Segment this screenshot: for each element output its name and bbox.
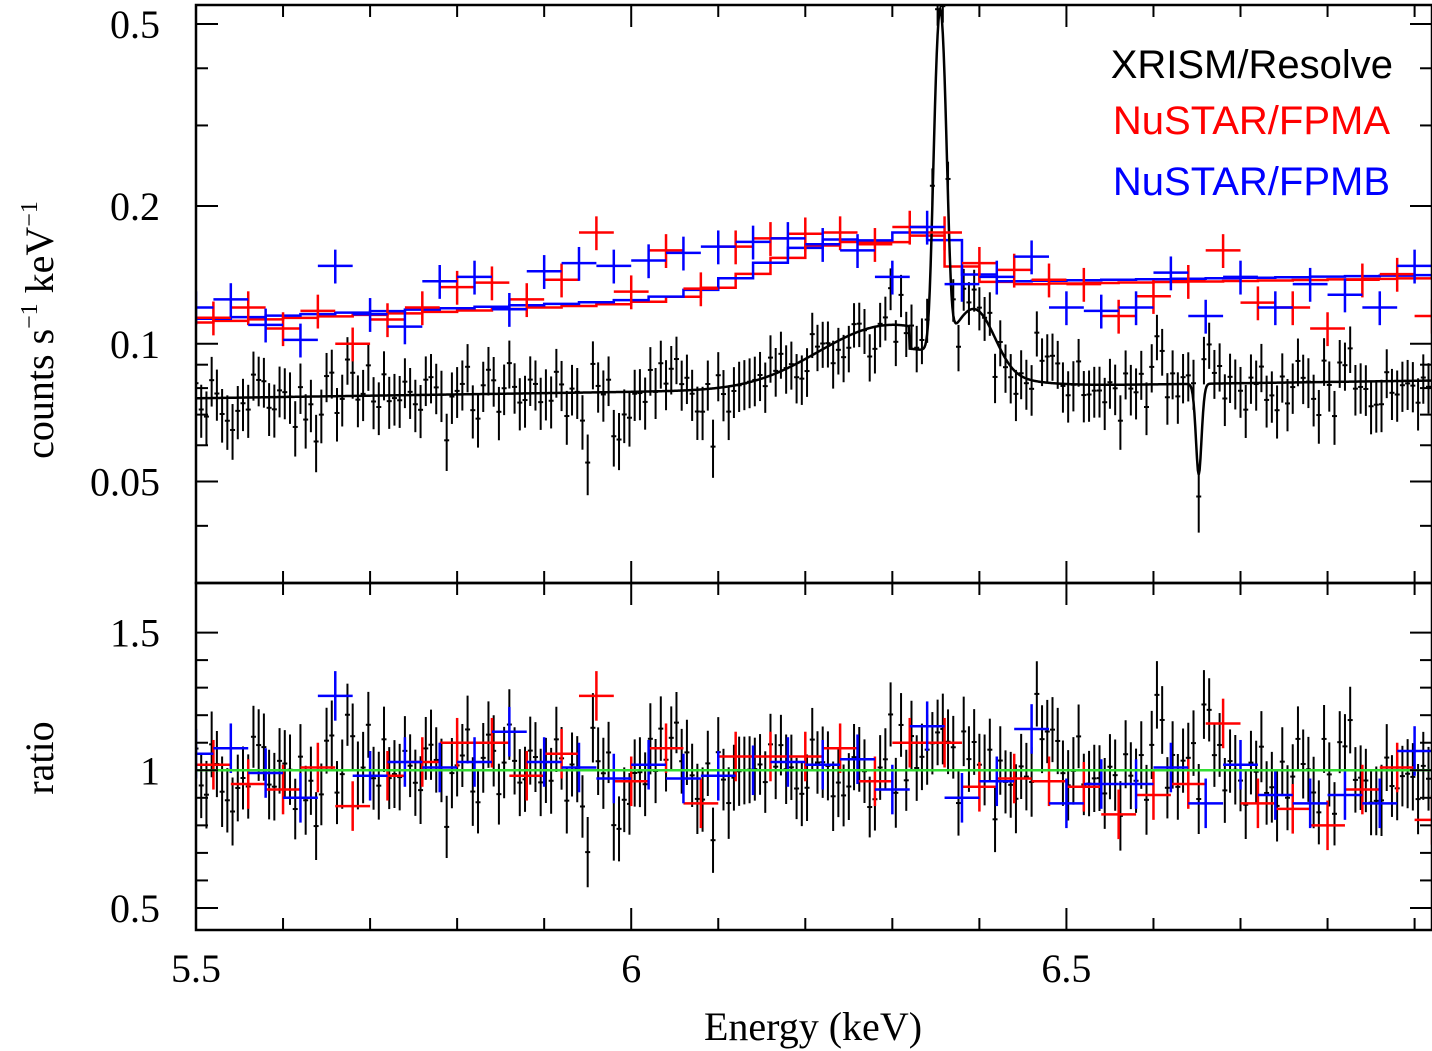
ratio-y-tick-labels: 0.5 1 1.5 xyxy=(110,611,160,931)
fpma-ratio-points xyxy=(196,671,1432,851)
xrism-model-path xyxy=(196,5,1432,475)
spectrum-panel-frame xyxy=(194,3,1432,585)
ratio-panel: 0.5 1 1.5 5.5 6 6.5 ratio Energy (keV) xyxy=(17,581,1432,1049)
spectrum-y-axis-title: counts s−1 keV−1 xyxy=(17,201,62,459)
legend-entry-fpmb: NuSTAR/FPMB xyxy=(1113,160,1390,204)
legend-entry-fpma: NuSTAR/FPMA xyxy=(1113,99,1390,143)
xrism-ratio-points xyxy=(196,661,1432,888)
spectrum-panel: 0.050.10.20.5 counts s−1 keV−1 XRISM/Res… xyxy=(17,2,1432,585)
ylabel-part-2: −1 xyxy=(17,303,43,329)
ylabel-part-4: −1 xyxy=(17,201,43,227)
y-tick-label: 1.5 xyxy=(110,611,160,656)
y-tick-label: 0.2 xyxy=(110,184,160,229)
y-tick-label: 0.1 xyxy=(110,322,160,367)
spectrum-y-tick-labels: 0.05 0.1 0.2 0.5 xyxy=(90,2,160,505)
fpmb-ratio-points xyxy=(196,671,1432,829)
y-tick-label: 0.05 xyxy=(90,459,160,504)
ratio-axis-ticks xyxy=(195,583,1432,930)
legend: XRISM/Resolve NuSTAR/FPMA NuSTAR/FPMB xyxy=(1111,43,1393,204)
x-tick-label: 5.5 xyxy=(171,946,221,991)
x-tick-labels: 5.5 6 6.5 xyxy=(171,946,1091,991)
y-tick-label: 1 xyxy=(140,748,160,793)
ratio-y-axis-title: ratio xyxy=(17,721,62,794)
ratio-panel-frame xyxy=(194,581,1432,932)
ylabel-part-3: keV xyxy=(17,227,62,304)
x-tick-label: 6.5 xyxy=(1041,946,1091,991)
y-tick-label: 0.5 xyxy=(110,2,160,47)
ylabel-part-1: counts s xyxy=(17,329,62,459)
fpmb-spectrum-points xyxy=(196,210,1432,358)
y-tick-label: 0.5 xyxy=(110,886,160,931)
fpma-spectrum-points xyxy=(196,210,1432,362)
x-axis-title: Energy (keV) xyxy=(704,1004,922,1049)
legend-entry-xrism: XRISM/Resolve xyxy=(1111,43,1393,87)
spectrum-axis-ticks xyxy=(195,5,1432,584)
xrism-model-curve xyxy=(196,5,1432,475)
x-tick-label: 6 xyxy=(621,946,641,991)
